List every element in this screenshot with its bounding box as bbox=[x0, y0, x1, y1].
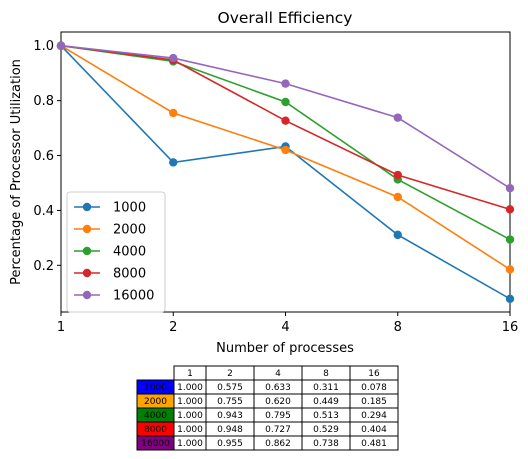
table-cell-value: 0.738 bbox=[313, 439, 339, 449]
y-tick-label: 0.4 bbox=[33, 204, 54, 219]
legend-label: 16000 bbox=[113, 289, 154, 304]
data-point bbox=[169, 108, 178, 118]
table-cell-value: 0.948 bbox=[217, 425, 243, 435]
table-cell-value: 0.481 bbox=[361, 439, 387, 449]
table-row-label: 2000 bbox=[144, 397, 167, 407]
table-header-label: 1 bbox=[187, 369, 193, 379]
data-point bbox=[281, 145, 290, 155]
table-cell-value: 0.620 bbox=[265, 397, 291, 407]
data-point bbox=[393, 113, 402, 122]
table-cell-value: 0.529 bbox=[313, 425, 339, 435]
table-cell-value: 0.727 bbox=[265, 425, 291, 435]
legend-label: 4000 bbox=[113, 245, 146, 260]
legend: 1000 2000 4000 8000 16000 bbox=[66, 191, 166, 313]
table-cell-value: 0.513 bbox=[313, 411, 339, 421]
data-point bbox=[393, 230, 402, 240]
data-point bbox=[505, 294, 515, 304]
data-point bbox=[281, 97, 290, 107]
data-point bbox=[169, 158, 178, 167]
data-point bbox=[393, 192, 402, 202]
legend-label: 2000 bbox=[113, 223, 146, 238]
table-header-label: 8 bbox=[323, 369, 329, 379]
table-cell-value: 0.862 bbox=[265, 439, 291, 449]
table-row-label: 16000 bbox=[141, 439, 170, 449]
table-cell-value: 0.311 bbox=[313, 383, 339, 393]
table-cell-value: 1.000 bbox=[177, 397, 203, 407]
table-cell-value: 0.755 bbox=[217, 397, 243, 407]
x-tick-label: 4 bbox=[281, 320, 289, 335]
table-cell-value: 0.633 bbox=[265, 383, 291, 393]
data-point bbox=[505, 183, 515, 193]
chart-title: Overall Efficiency bbox=[218, 9, 353, 27]
legend-marker bbox=[82, 224, 92, 234]
data-point bbox=[281, 116, 290, 125]
legend-marker bbox=[82, 202, 92, 212]
table-cell-value: 1.000 bbox=[177, 425, 203, 435]
data-point bbox=[281, 79, 290, 88]
x-tick-label: 2 bbox=[169, 320, 177, 335]
table-cell-value: 1.000 bbox=[177, 383, 203, 393]
table-cell bbox=[349, 435, 399, 451]
x-tick-label: 1 bbox=[57, 320, 65, 335]
series-16000 bbox=[56, 41, 515, 193]
legend-box bbox=[66, 191, 166, 313]
series-8000 bbox=[56, 41, 515, 214]
table-row-label: 8000 bbox=[144, 425, 167, 435]
data-point bbox=[56, 41, 66, 50]
y-axis-label: Percentage of Processor Utilization bbox=[9, 59, 24, 285]
table-header-label: 4 bbox=[275, 369, 281, 379]
table-header-label: 16 bbox=[368, 369, 380, 379]
legend-label: 1000 bbox=[113, 201, 146, 216]
table-cell-value: 0.575 bbox=[217, 383, 243, 393]
y-tick-label: 0.8 bbox=[33, 94, 54, 109]
table-cell-value: 0.943 bbox=[217, 411, 243, 421]
table-cell-value: 1.000 bbox=[177, 439, 203, 449]
table-row-label: 1000 bbox=[144, 383, 167, 393]
data-table: 1 2 4 8 16 1000 1.000 0.575 0.633 0.311 0.078 2000 1… bbox=[136, 365, 399, 451]
x-tick-label: 8 bbox=[394, 320, 402, 335]
series-line bbox=[60, 44, 511, 211]
table-cell-value: 0.449 bbox=[313, 397, 339, 407]
y-tick-label: 0.2 bbox=[33, 259, 54, 274]
legend-marker bbox=[82, 290, 92, 300]
legend-marker bbox=[82, 246, 92, 256]
legend-label: 8000 bbox=[113, 267, 146, 282]
table-cell-value: 1.000 bbox=[177, 411, 203, 421]
table-cell-value: 0.185 bbox=[361, 397, 387, 407]
x-axis-label: Number of processes bbox=[216, 341, 354, 356]
table-cell-value: 0.404 bbox=[361, 425, 387, 435]
data-point bbox=[505, 235, 515, 244]
legend-marker bbox=[82, 268, 92, 278]
table-row-label: 4000 bbox=[144, 411, 167, 421]
x-tick-label: 16 bbox=[502, 320, 519, 335]
table-cell-value: 0.294 bbox=[361, 411, 387, 421]
y-tick-label: 1.0 bbox=[33, 39, 54, 54]
data-point bbox=[169, 53, 178, 63]
table-cell-value: 0.078 bbox=[361, 383, 387, 393]
data-point bbox=[505, 265, 515, 274]
y-tick-label: 0.6 bbox=[33, 149, 54, 164]
data-point bbox=[505, 205, 515, 214]
table-header-label: 2 bbox=[227, 369, 233, 379]
data-point bbox=[393, 170, 402, 180]
table-cell-value: 0.955 bbox=[217, 439, 243, 449]
table-cell-value: 0.795 bbox=[265, 411, 291, 421]
